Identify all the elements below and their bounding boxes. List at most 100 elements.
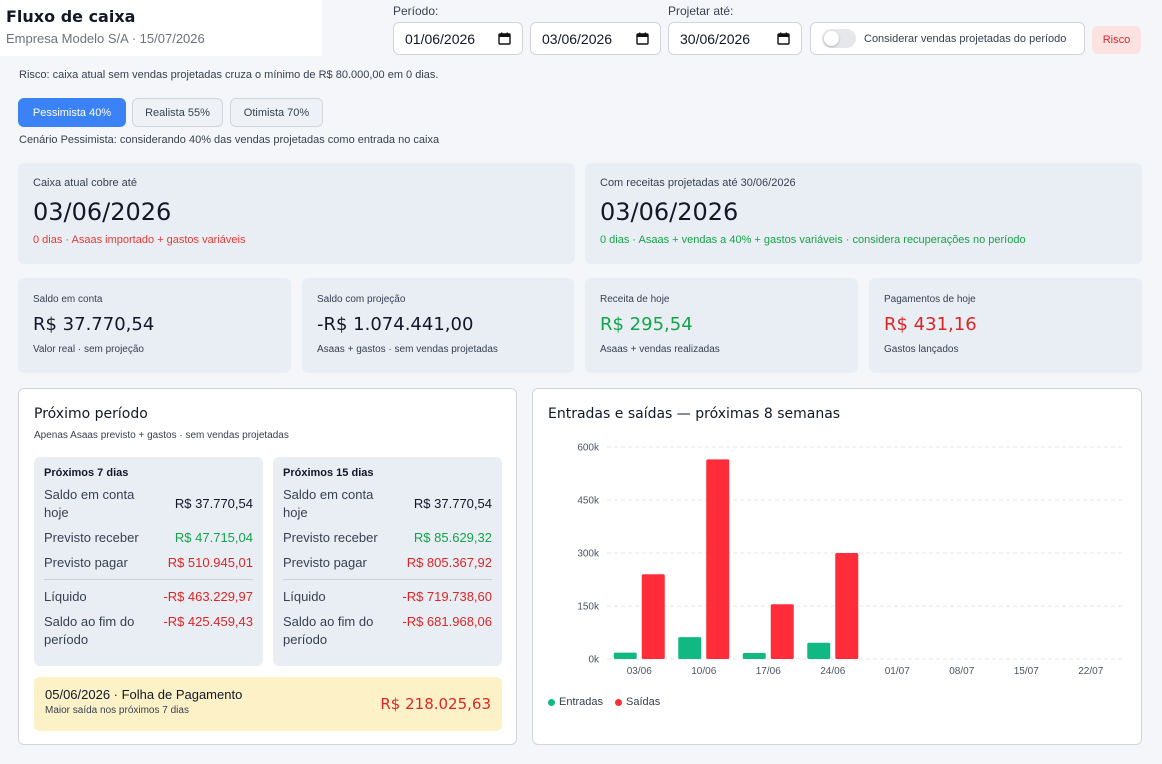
kpi-pagamentos-de-hoje: Pagamentos de hoje R$ 431,16 Gastos lanç… bbox=[869, 278, 1142, 373]
calendar-icon[interactable] bbox=[636, 32, 649, 45]
period-row-receber: Previsto receber R$ 85.629,32 bbox=[283, 529, 492, 547]
coverage-projected-label: Com receitas projetadas até 30/06/2026 bbox=[600, 177, 796, 189]
period-row-fim: Saldo ao fim do período -R$ 681.968,06 bbox=[283, 613, 492, 649]
next-period-title: Próximo período bbox=[34, 406, 148, 422]
legend-swatch bbox=[615, 698, 623, 706]
row-label: Previsto pagar bbox=[44, 555, 128, 570]
next-period-panel: Próximo período Apenas Asaas previsto + … bbox=[18, 388, 517, 745]
row-value: -R$ 425.459,43 bbox=[163, 614, 253, 629]
periodo-label: Período: bbox=[393, 4, 439, 18]
period-row-liquido: Líquido -R$ 463.229,97 bbox=[44, 588, 253, 606]
period-card-title: Próximos 15 dias bbox=[283, 467, 374, 479]
legend-entradas: Entradas bbox=[548, 696, 603, 708]
row-label: Saldo ao fim do período bbox=[44, 614, 135, 647]
coverage-projected-note: 0 dias · Asaas + vendas a 40% + gastos v… bbox=[600, 234, 1026, 246]
period-row-pagar: Previsto pagar R$ 510.945,01 bbox=[44, 554, 253, 572]
x-tick-label: 08/07 bbox=[949, 666, 974, 677]
row-value: R$ 37.770,54 bbox=[174, 496, 253, 511]
bar-saidas bbox=[641, 574, 665, 659]
row-value: -R$ 719.738,60 bbox=[402, 589, 492, 604]
legend-label: Saídas bbox=[626, 696, 661, 708]
row-value: -R$ 681.968,06 bbox=[402, 614, 492, 629]
kpi-label: Saldo em conta bbox=[33, 294, 103, 305]
scenario-description: Cenário Pessimista: considerando 40% das… bbox=[19, 134, 440, 146]
bar-entradas bbox=[678, 637, 702, 659]
kpi-value: -R$ 1.074.441,00 bbox=[317, 314, 474, 335]
row-label: Saldo em conta hoje bbox=[44, 487, 135, 520]
legend-label: Entradas bbox=[559, 696, 604, 708]
row-value: R$ 805.367,92 bbox=[406, 555, 492, 570]
period-row-saldo: Saldo em conta hoje R$ 37.770,54 bbox=[44, 486, 253, 522]
x-tick-label: 17/06 bbox=[756, 666, 781, 677]
period-card-7-days: Próximos 7 dias Saldo em conta hoje R$ 37… bbox=[34, 457, 263, 666]
bar-saidas bbox=[706, 459, 730, 659]
start-date-value: 01/06/2026 bbox=[405, 30, 476, 47]
scenario-realista-button[interactable]: Realista 55% bbox=[132, 98, 223, 127]
y-tick-label: 150k bbox=[577, 602, 600, 613]
end-date-value: 03/06/2026 bbox=[542, 30, 613, 47]
scenario-otimista-button[interactable]: Otimista 70% bbox=[230, 98, 323, 127]
highlight-note: Maior saída nos próximos 7 dias bbox=[45, 705, 189, 716]
row-label: Previsto receber bbox=[44, 530, 139, 545]
kpi-value: R$ 295,54 bbox=[600, 314, 693, 335]
row-value: -R$ 463.229,97 bbox=[163, 589, 253, 604]
period-row-pagar: Previsto pagar R$ 805.367,92 bbox=[283, 554, 492, 572]
page-header: Fluxo de caixa Empresa Modelo S/A · 15/0… bbox=[0, 0, 322, 56]
start-date-input[interactable]: 01/06/2026 bbox=[393, 22, 523, 55]
bar-entradas bbox=[742, 652, 766, 659]
bar-saidas bbox=[770, 604, 794, 659]
projected-sales-toggle-box[interactable]: Considerar vendas projetadas do período bbox=[810, 22, 1085, 55]
legend-swatch bbox=[548, 698, 555, 706]
projected-sales-toggle[interactable] bbox=[822, 29, 856, 48]
chart-legend: Entradas Saídas bbox=[548, 696, 660, 708]
period-card-title: Próximos 7 dias bbox=[44, 467, 129, 479]
x-tick-label: 01/07 bbox=[885, 666, 910, 677]
kpi-note: Asaas + gastos · sem vendas projetadas bbox=[317, 344, 498, 355]
row-label: Previsto receber bbox=[283, 530, 378, 545]
projetar-date-input[interactable]: 30/06/2026 bbox=[668, 22, 802, 55]
page-subtitle: Empresa Modelo S/A · 15/07/2026 bbox=[6, 31, 205, 46]
projetar-label: Projetar até: bbox=[668, 4, 734, 18]
period-card-15-days: Próximos 15 dias Saldo em conta hoje R$ 3… bbox=[273, 457, 502, 666]
row-label: Saldo em conta hoje bbox=[283, 487, 374, 520]
kpi-label: Receita de hoje bbox=[600, 294, 670, 305]
risk-message: Risco: caixa atual sem vendas projetadas… bbox=[19, 69, 439, 81]
kpi-value: R$ 37.770,54 bbox=[33, 314, 155, 335]
bar-entradas bbox=[613, 652, 637, 659]
page-title: Fluxo de caixa bbox=[6, 7, 136, 26]
legend-saidas: Saídas bbox=[615, 696, 660, 708]
bar-chart: 0k 150k 300k 450k 600k 03/06 10/06 17/06 24/06 01… bbox=[577, 443, 1123, 677]
kpi-saldo-em-conta: Saldo em conta R$ 37.770,54 Valor real ·… bbox=[18, 278, 291, 373]
coverage-current-label: Caixa atual cobre até bbox=[33, 177, 137, 189]
period-row-saldo: Saldo em conta hoje R$ 37.770,54 bbox=[283, 486, 492, 522]
row-label: Líquido bbox=[44, 589, 87, 604]
kpi-saldo-com-projecao: Saldo com projeção -R$ 1.074.441,00 Asaa… bbox=[302, 278, 574, 373]
risk-badge[interactable]: Risco bbox=[1092, 26, 1141, 54]
x-tick-label: 22/07 bbox=[1078, 666, 1103, 677]
calendar-icon[interactable] bbox=[777, 32, 790, 45]
scenario-pessimista-button[interactable]: Pessimista 40% bbox=[18, 98, 126, 127]
divider bbox=[44, 579, 253, 580]
calendar-icon[interactable] bbox=[498, 32, 511, 45]
coverage-projected-card: Com receitas projetadas até 30/06/2026 0… bbox=[585, 163, 1142, 264]
kpi-receita-de-hoje: Receita de hoje R$ 295,54 Asaas + vendas… bbox=[585, 278, 858, 373]
chart-title: Entradas e saídas — próximas 8 semanas bbox=[548, 406, 841, 422]
coverage-current-date: 03/06/2026 bbox=[33, 198, 172, 226]
bar-saidas bbox=[835, 553, 859, 659]
row-value: R$ 85.629,32 bbox=[413, 530, 492, 545]
y-tick-label: 450k bbox=[577, 496, 600, 507]
divider bbox=[283, 579, 492, 580]
x-tick-label: 24/06 bbox=[820, 666, 845, 677]
kpi-label: Saldo com projeção bbox=[317, 294, 406, 305]
row-value: R$ 47.715,04 bbox=[174, 530, 253, 545]
end-date-input[interactable]: 03/06/2026 bbox=[530, 22, 661, 55]
kpi-note: Asaas + vendas realizadas bbox=[600, 344, 720, 355]
period-row-fim: Saldo ao fim do período -R$ 425.459,43 bbox=[44, 613, 253, 649]
next-period-subtitle: Apenas Asaas previsto + gastos · sem ven… bbox=[34, 430, 289, 441]
projetar-date-value: 30/06/2026 bbox=[680, 30, 751, 47]
highlight-value: R$ 218.025,63 bbox=[380, 695, 491, 713]
highlight-title: 05/06/2026 · Folha de Pagamento bbox=[45, 687, 243, 702]
toggle-label: Considerar vendas projetadas do período bbox=[864, 32, 1067, 45]
coverage-current-card: Caixa atual cobre até 03/06/2026 0 dias … bbox=[18, 163, 575, 264]
largest-outflow-highlight: 05/06/2026 · Folha de Pagamento Maior sa… bbox=[34, 677, 502, 731]
